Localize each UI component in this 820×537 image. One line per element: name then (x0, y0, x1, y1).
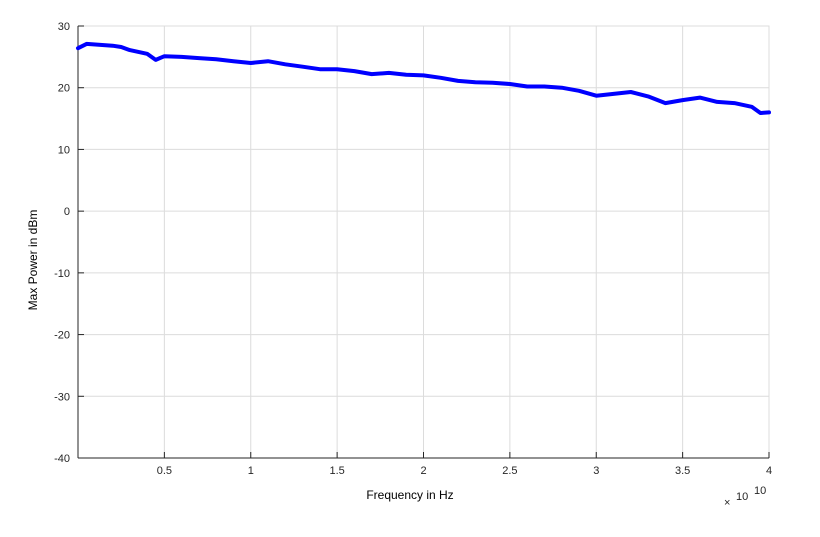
axes (77, 25, 770, 459)
grid-lines (77, 25, 770, 459)
y-tick-label: 30 (58, 21, 70, 33)
x-axis-label: Frequency in Hz (366, 488, 453, 502)
x-exponent-times: × (724, 497, 730, 509)
x-tick-label: 4 (766, 465, 772, 477)
x-tick-label: 2 (420, 465, 426, 477)
x-tick-labels: 0.5 1 1.5 2 2.5 3 3.5 4 (157, 465, 772, 477)
y-axis-label: Max Power in dBm (26, 210, 40, 311)
x-exponent-base: 10 (736, 491, 748, 503)
y-tick-label: 0 (64, 206, 70, 218)
y-tick-label: 20 (58, 83, 70, 95)
y-tick-labels: -40 -30 -20 -10 0 10 20 30 (54, 21, 70, 465)
y-tick-label: -40 (54, 453, 70, 465)
y-tick-label: -30 (54, 391, 70, 403)
y-tick-label: -10 (54, 268, 70, 280)
x-tick-label: 3.5 (675, 465, 690, 477)
series-line (76, 41, 771, 115)
x-tick-label: 3 (593, 465, 599, 477)
x-tick-label: 2.5 (502, 465, 517, 477)
y-tick-label: 10 (58, 144, 70, 156)
x-tick-label: 1.5 (329, 465, 344, 477)
x-tick-label: 1 (248, 465, 254, 477)
y-tick-label: -20 (54, 330, 70, 342)
x-exponent-power: 10 (754, 485, 766, 497)
x-tick-label: 0.5 (157, 465, 172, 477)
